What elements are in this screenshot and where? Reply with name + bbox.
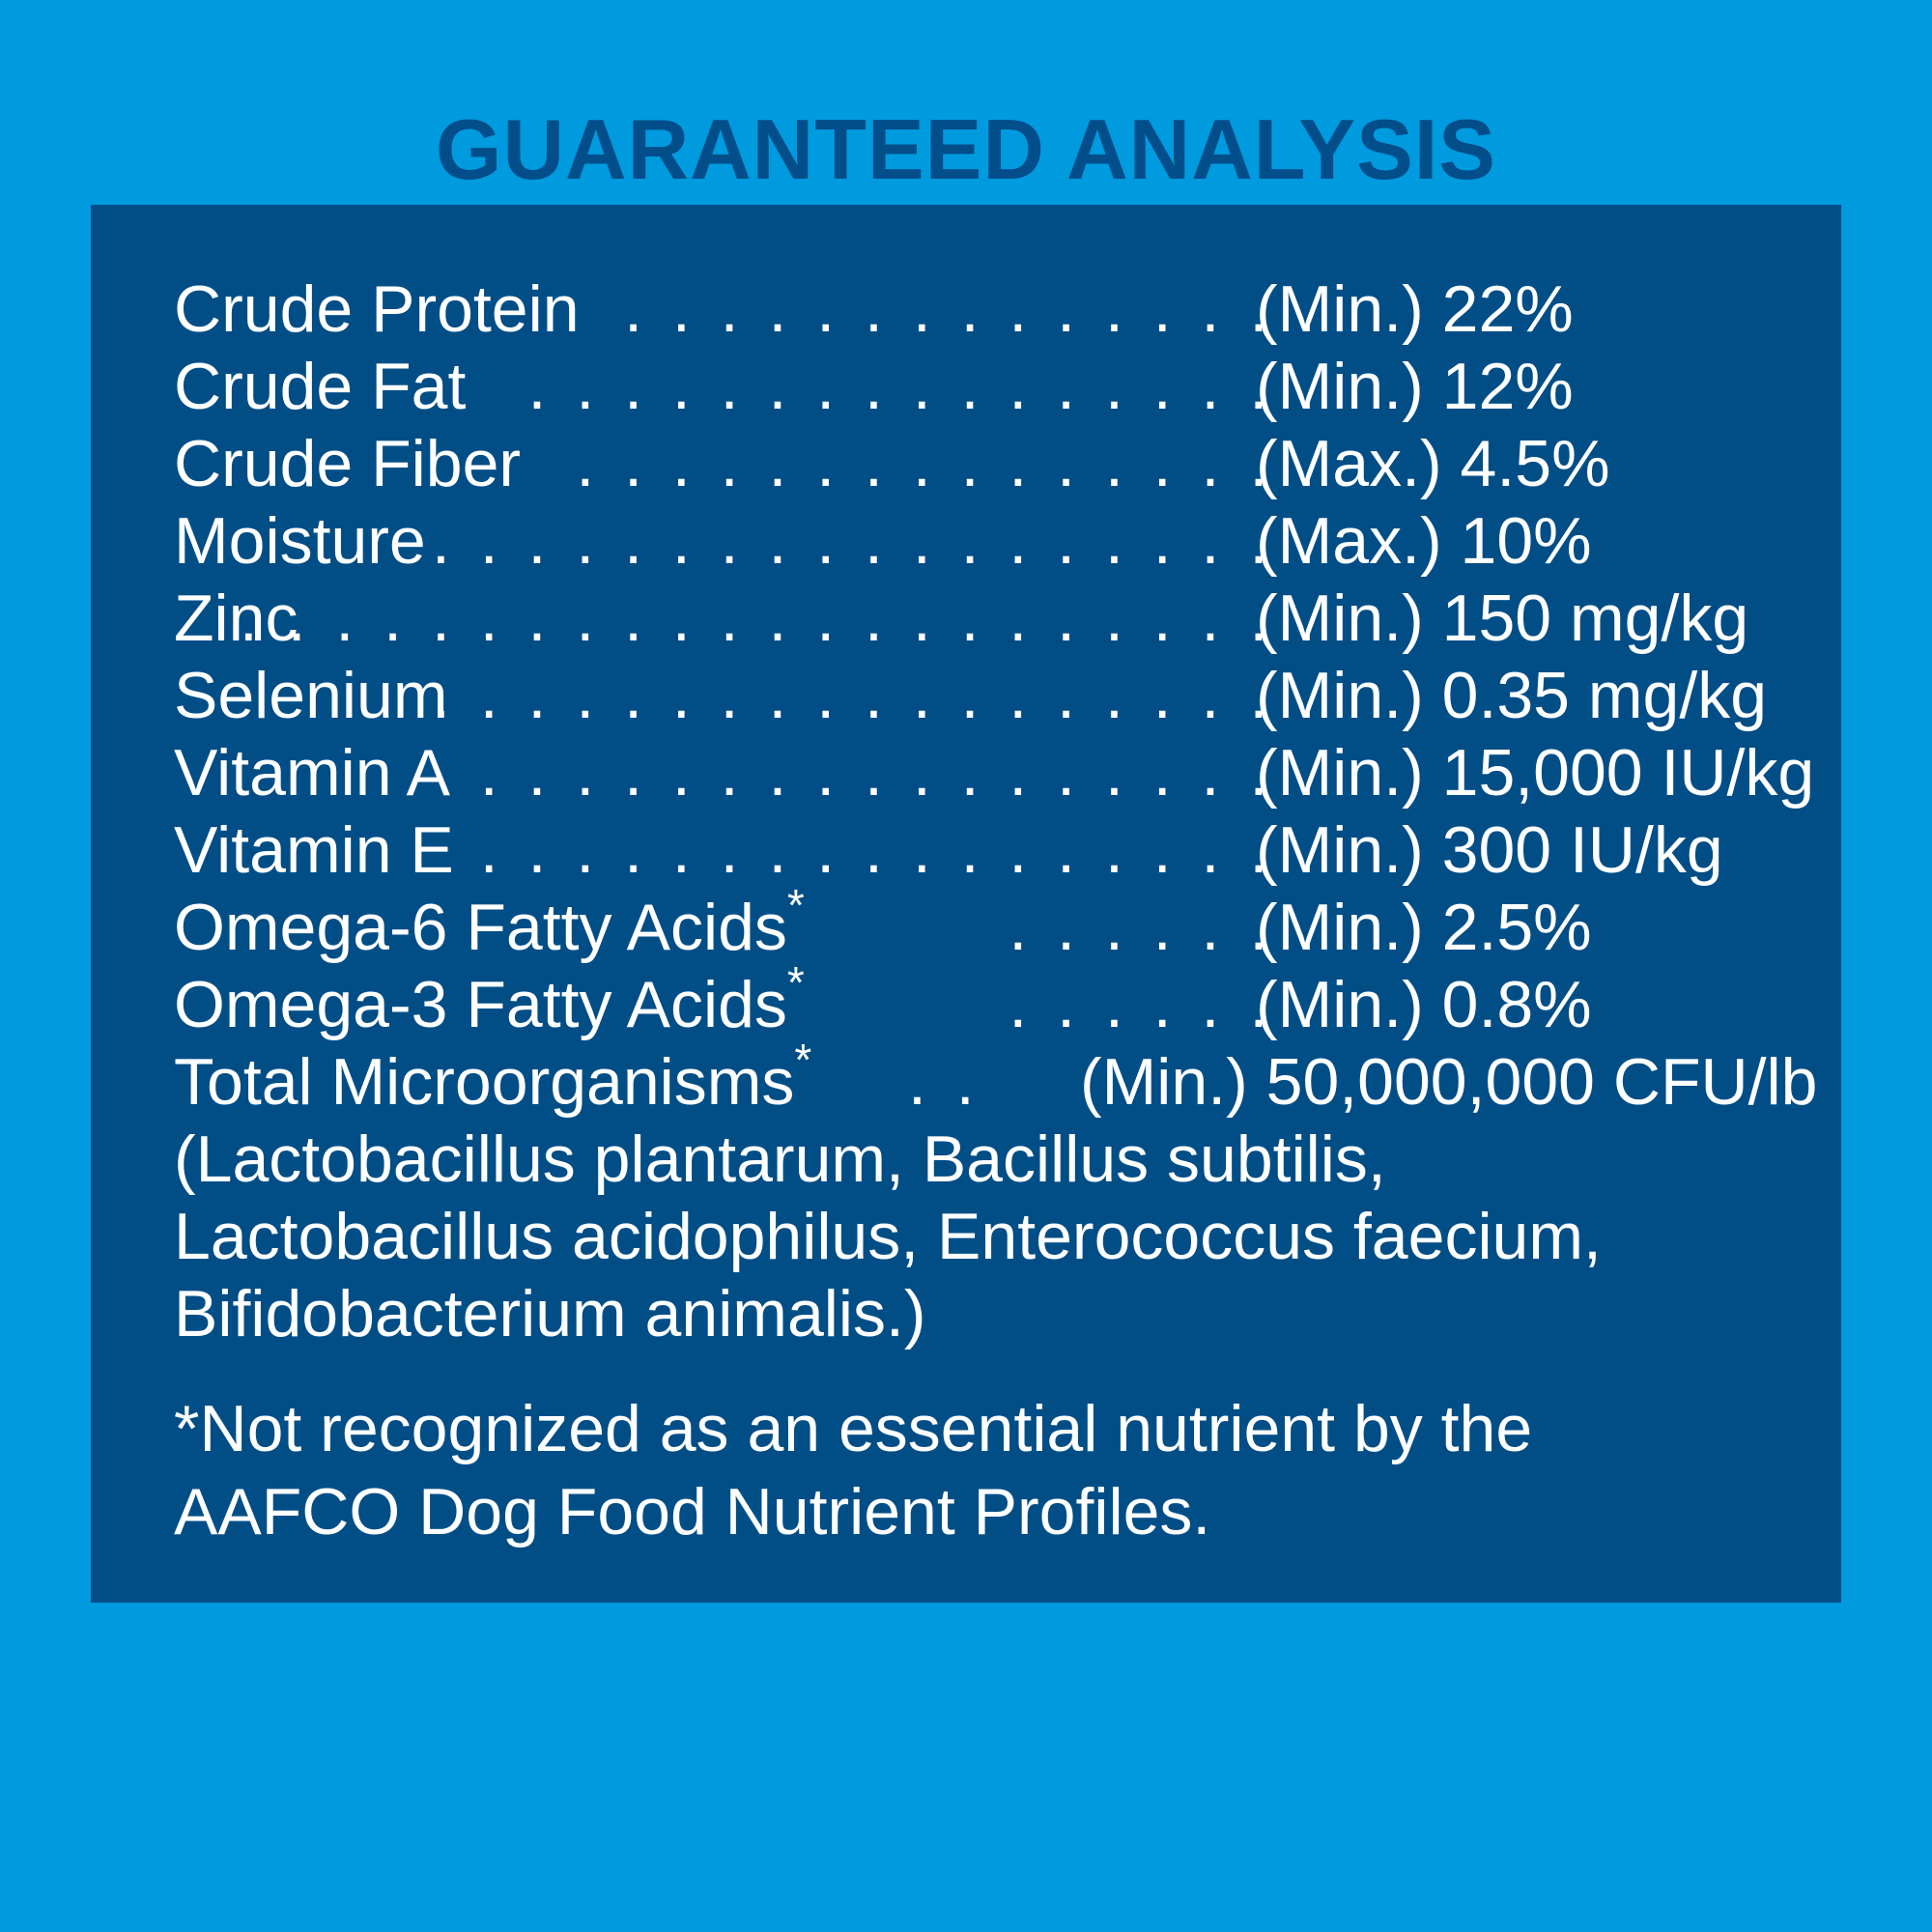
leader-dots: . . [908, 1045, 980, 1119]
nutrient-label: Crude Protein [174, 272, 580, 346]
nutrient-value: (Min.) 22% [1256, 272, 1574, 346]
microorganism-line: (Lactobacillus plantarum, Bacillus subti… [174, 1122, 1386, 1196]
leader-dots: . . . . . . . [1009, 968, 1321, 1041]
footnote-marker: * [786, 880, 805, 931]
nutrient-value: (Max.) 4.5% [1256, 427, 1610, 500]
nutrient-label: Moisture [174, 504, 426, 578]
analysis-row-selenium: Selenium . . . . . . . . . . . . . . . .… [174, 657, 1816, 734]
nutrient-value: (Min.) 2.5% [1256, 891, 1592, 964]
nutrient-value: (Min.) 0.35 mg/kg [1256, 659, 1768, 732]
page-title: GUARANTEED ANALYSIS [436, 101, 1496, 197]
footnote-marker: * [794, 1035, 812, 1086]
nutrient-label-text: Total Microorganisms [174, 1045, 795, 1119]
nutrient-value: (Min.) 300 IU/kg [1256, 813, 1723, 887]
nutrient-label-text: Omega-3 Fatty Acids [174, 968, 787, 1041]
analysis-row-total-microorganisms: Total Microorganisms* . . (Min.) 50,000,… [174, 1037, 1818, 1121]
footnote-line: *Not recognized as an essential nutrient… [174, 1392, 1533, 1465]
nutrient-value: (Min.) 150 mg/kg [1256, 582, 1749, 655]
footnote: *Not recognized as an essential nutrient… [174, 1387, 1816, 1553]
nutrient-label: Omega-6 Fatty Acids* [174, 883, 805, 966]
nutrient-label: Zinc [174, 582, 298, 655]
analysis-row-crude-protein: Crude Protein . . . . . . . . . . . . . … [174, 270, 1816, 348]
nutrient-label: Total Microorganisms* [174, 1037, 811, 1121]
analysis-row-zinc: Zinc . . . . . . . . . . . . . . . . . .… [174, 580, 1816, 657]
leader-dots: . . . . . . . . . . . . . . . . . . [479, 736, 1321, 810]
analysis-row-crude-fiber: Crude Fiber . . . . . . . . . . . . . . … [174, 425, 1816, 502]
nutrient-value: (Min.) 12% [1256, 350, 1574, 423]
leader-dots: . . . . . . . . . . . . . . . . [576, 427, 1321, 500]
footnote-marker: * [786, 957, 805, 1009]
analysis-list: Crude Protein . . . . . . . . . . . . . … [174, 270, 1818, 1553]
nutrient-label: Vitamin E [174, 813, 454, 887]
microorganism-line: Bifidobacterium animalis.) [174, 1277, 926, 1350]
leader-dots: . . . . . . . . . . . . . . . . . [527, 350, 1321, 423]
analysis-row-vitamin-a: Vitamin A . . . . . . . . . . . . . . . … [174, 734, 1816, 811]
nutrient-value: (Max.) 10% [1256, 504, 1592, 578]
nutrient-label: Omega-3 Fatty Acids* [174, 960, 805, 1043]
guaranteed-analysis-panel: Crude Protein . . . . . . . . . . . . . … [91, 205, 1841, 1603]
leader-dots: . . . . . . . [1009, 891, 1321, 964]
leader-dots: . . . . . . . . . . . . . . . . . . . . … [239, 582, 1321, 655]
analysis-row-omega-3: Omega-3 Fatty Acids* . . . . . . . (Min.… [174, 960, 1816, 1043]
nutrient-label: Vitamin A [174, 736, 451, 810]
nutrient-label: Crude Fat [174, 350, 467, 423]
footnote-line: AAFCO Dog Food Nutrient Profiles. [174, 1475, 1211, 1548]
nutrient-label-text: Omega-6 Fatty Acids [174, 891, 787, 964]
microorganism-list: (Lactobacillus plantarum, Bacillus subti… [174, 1121, 1816, 1352]
leader-dots: . . . . . . . . . . . . . . . . . . [479, 813, 1321, 887]
microorganism-line: Lactobacillus acidophilus, Enterococcus … [174, 1200, 1602, 1273]
leader-dots: . . . . . . . . . . . . . . . [624, 272, 1321, 346]
nutrient-value: (Min.) 50,000,000 CFU/lb [1080, 1045, 1818, 1119]
nutrient-value: (Min.) 15,000 IU/kg [1256, 736, 1815, 810]
leader-dots: . . . . . . . . . . . . . . . . . . . [431, 659, 1321, 732]
analysis-row-vitamin-e: Vitamin E . . . . . . . . . . . . . . . … [174, 811, 1816, 889]
leader-dots: . . . . . . . . . . . . . . . . . . . [431, 504, 1321, 578]
analysis-row-moisture: Moisture . . . . . . . . . . . . . . . .… [174, 502, 1816, 580]
nutrient-label: Crude Fiber [174, 427, 522, 500]
nutrient-value: (Min.) 0.8% [1256, 968, 1592, 1041]
nutrient-label: Selenium [174, 659, 448, 732]
analysis-row-crude-fat: Crude Fat . . . . . . . . . . . . . . . … [174, 348, 1816, 425]
analysis-row-omega-6: Omega-6 Fatty Acids* . . . . . . . (Min.… [174, 883, 1816, 966]
